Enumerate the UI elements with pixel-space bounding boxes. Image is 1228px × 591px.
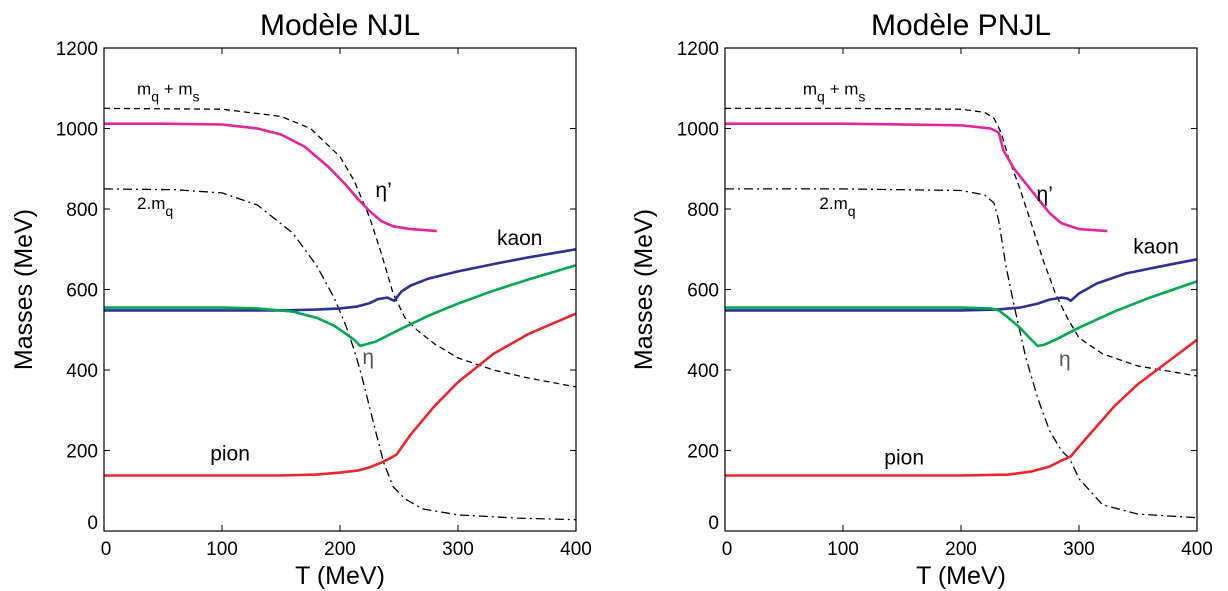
series-line-mq_plus_ms [725,107,1198,377]
x-tick-label: 300 [442,539,474,560]
y-tick-label: 1000 [56,120,98,141]
series-line-mq_plus_ms [103,107,577,388]
x-tick-label: 200 [945,539,977,560]
series-line-kaon [104,248,577,312]
annotation-eta: η [362,346,374,369]
x-tick-label: 0 [722,539,733,560]
annotation-mid: + m [159,79,193,98]
y-tick-label: 0 [87,513,98,534]
y-tick-label: 0 [708,513,719,534]
annotation-subscript: s [193,88,200,104]
y-tick-label: 1200 [677,39,719,60]
y-axis-label: Masses (MeV) [630,209,658,370]
y-tick-label: 1200 [56,39,98,60]
annotation-base: m [803,79,817,98]
annotation-base: 2.m [137,194,165,213]
y-tick-label: 600 [687,281,719,302]
annotation-subscript: q [151,88,159,104]
x-axis-label: T (MeV) [295,562,385,590]
series-line-pion [725,338,1198,477]
x-tick-label: 100 [827,539,859,560]
annotation-twomq: 2.mq [137,194,173,219]
x-tick-label: 300 [1063,539,1095,560]
annotation-mqms: mq + ms [803,79,866,104]
series-group [103,107,577,521]
series-line-eta [725,280,1198,348]
annotation-subscript: s [858,88,865,104]
annotation-pion: pion [884,447,924,470]
y-tick-label: 200 [687,442,719,463]
series-line-two_mq [725,188,1198,519]
x-tick-label: 400 [1181,539,1213,560]
series-line-eta [104,264,577,348]
series-line-kaon [725,258,1198,312]
x-tick-label: 100 [206,539,238,560]
annotation-base: m [137,79,151,98]
annotation-pion: pion [210,443,250,466]
y-tick-label: 400 [66,361,98,382]
annotation-kaon: kaon [497,227,543,250]
y-tick-label: 800 [66,200,98,221]
annotation-subscript: q [848,203,856,219]
annotation-etaprime: η’ [1037,183,1053,206]
chart-panel-1: Modèle NJL 0 100 200 300 400 0 200 400 600 800 1000… [10,9,592,590]
plot-frame [724,47,1198,532]
y-tick-label: 400 [687,361,719,382]
chart-panel-2: Modèle PNJL 0 100 200 300 400 0 200 400 600 800 100… [630,9,1213,590]
annotation-subscript: q [165,203,173,219]
x-tick-label: 200 [324,539,356,560]
chart-title: Modèle NJL [260,9,420,42]
series-line-eta_prime [104,122,437,233]
annotation-base: 2.m [819,194,847,213]
y-tick-label: 800 [687,200,719,221]
y-tick-label: 600 [66,281,98,302]
plot-frame [103,47,577,532]
annotation-eta: η [1059,348,1071,371]
annotation-mqms: mq + ms [137,79,200,104]
y-axis-label: Masses (MeV) [10,209,38,370]
annotation-kaon: kaon [1133,235,1179,258]
y-tick-label: 200 [66,442,98,463]
annotation-subscript: q [817,88,825,104]
x-tick-label: 400 [560,539,592,560]
y-tick-label: 1000 [677,120,719,141]
series-line-two_mq [103,188,577,521]
annotation-mid: + m [825,79,859,98]
x-axis-label: T (MeV) [916,562,1006,590]
annotation-etaprime: η’ [375,179,391,202]
chart-title: Modèle PNJL [871,9,1051,42]
series-line-pion [104,312,577,477]
series-group [725,107,1198,519]
annotation-twomq: 2.mq [819,194,855,219]
series-line-eta_prime [725,122,1108,233]
x-tick-label: 0 [101,539,112,560]
